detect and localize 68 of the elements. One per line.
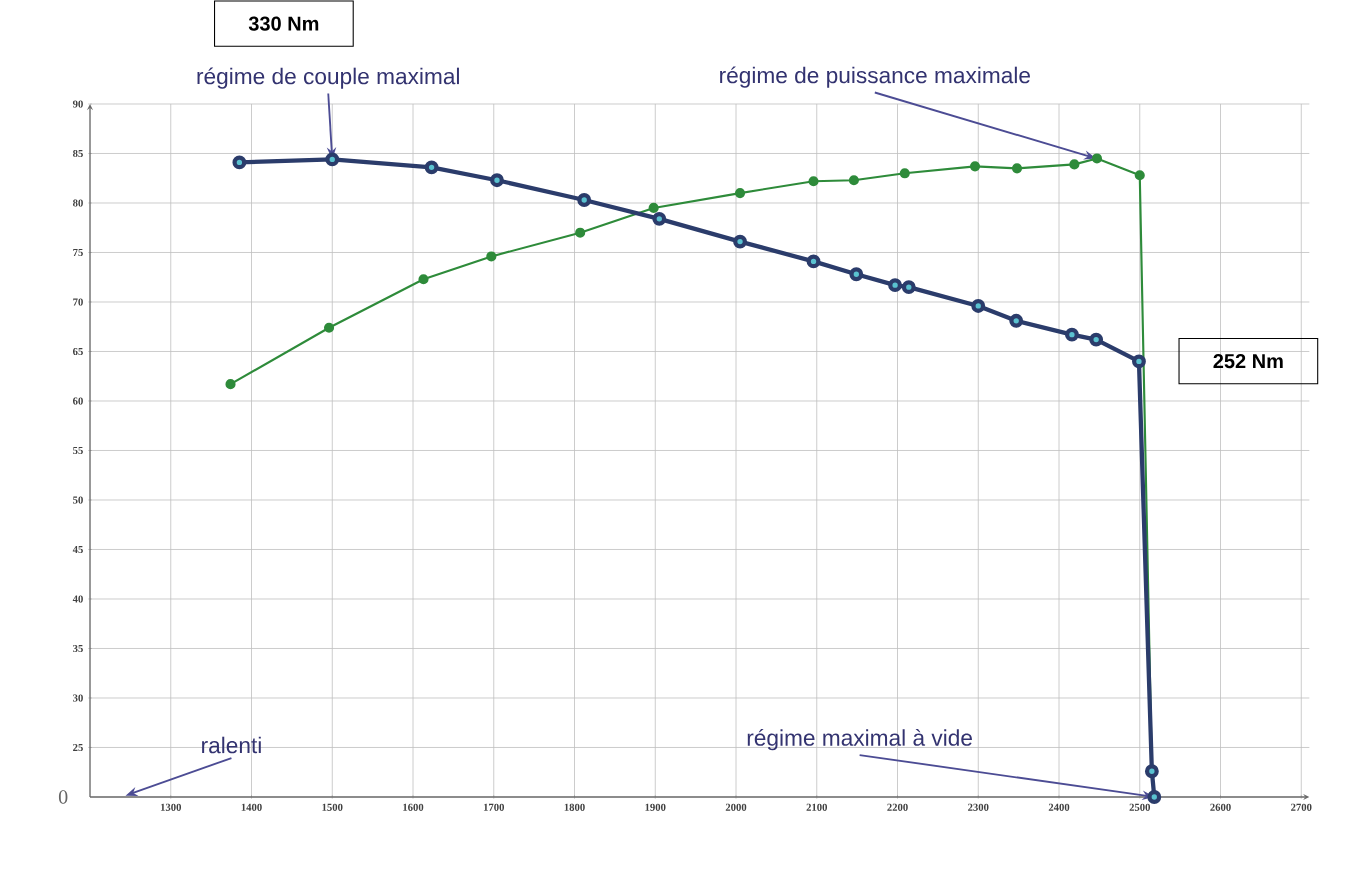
x-tick-label: 2100 [806,803,828,811]
y-tick-label: 85 [72,149,83,158]
y-tick-label: 90 [72,100,83,108]
point [733,234,747,249]
point [901,280,916,295]
point [232,155,247,170]
y-tick-label: 30 [73,694,83,702]
point [849,267,864,282]
x-tick-label: 1800 [564,803,585,811]
point [418,274,429,285]
point [1134,170,1145,181]
x-tick-label: 2400 [1048,803,1070,811]
point [1064,327,1079,342]
x-tick-label: 2300 [968,803,989,811]
point [1011,163,1023,174]
x-tick-label: 2000 [725,803,747,811]
point [575,227,586,238]
point [888,278,903,293]
annotation: régime de puissance maximale [720,66,1030,88]
x-tick-label: 1500 [322,803,343,811]
y-tick-label: 60 [72,397,83,405]
y-tick-label: 80 [72,199,83,207]
x-tick-label: 1700 [483,803,505,811]
annotation: 252 Nm [1213,354,1283,369]
point [848,175,859,186]
point [486,251,497,262]
point [1132,354,1146,369]
point [971,299,986,313]
point [1089,332,1104,347]
y-tick-label: 45 [72,545,83,554]
point [899,168,910,179]
point [1009,313,1024,328]
point [648,202,659,214]
point [808,176,819,187]
point [652,211,667,226]
x-tick-label: 1400 [241,803,262,811]
text: 330 Nm [248,16,319,31]
y-tick-label: 65 [72,347,83,356]
y-tick-label: 55 [73,446,83,455]
x-tick-label: 2600 [1210,803,1231,811]
x-tick-label: 1600 [403,803,424,811]
y-tick-label: 25 [73,743,83,752]
y-tick-label: 40 [72,595,83,603]
x-tick-label: 2700 [1291,803,1312,811]
point [806,254,821,269]
point [734,188,746,199]
x-tick-label: 2200 [887,803,908,811]
y-tick-label: 75 [73,248,83,257]
x-tick-label: 1300 [160,803,182,811]
annotation: régime maximal à vide [747,728,972,751]
y-tick-label: 70 [73,298,83,306]
x-tick-label: 1900 [645,803,666,811]
point [969,161,981,172]
point [1091,153,1103,164]
point [577,193,592,207]
point [424,160,439,175]
point [1147,790,1162,804]
point [1069,159,1080,170]
point [225,379,236,390]
y-tick-label: 35 [73,644,83,653]
point [490,173,504,188]
point [325,152,340,167]
y-tick-label: 50 [73,496,83,504]
text: 0 [58,790,68,804]
x-tick-label: 2500 [1129,803,1151,811]
point [323,322,335,333]
annotation: régime de couple maximal [197,67,459,89]
annotation: ralenti [202,736,261,754]
